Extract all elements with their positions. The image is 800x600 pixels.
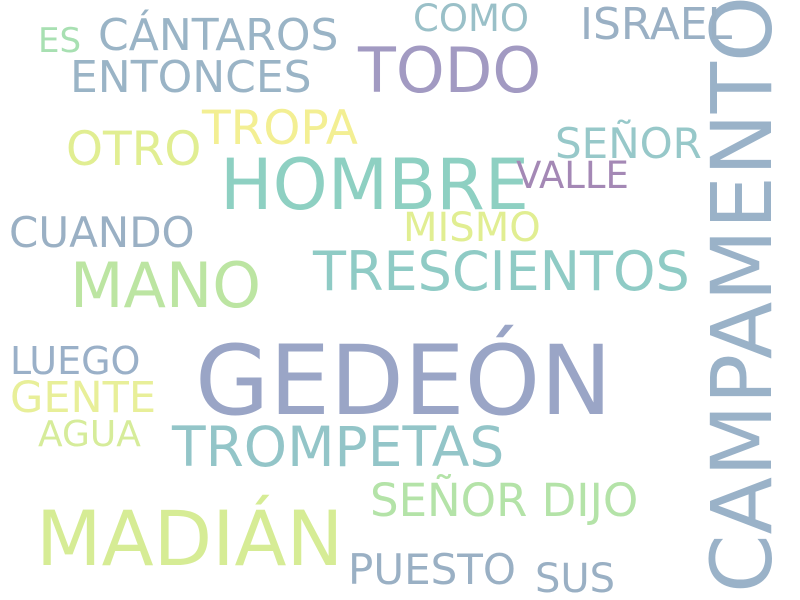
word-luego: LUEGO — [10, 339, 141, 383]
word-gedeon: GEDEÓN — [195, 325, 612, 437]
word-cantaros: CÁNTAROS — [98, 10, 339, 61]
word-hombre: HOMBRE — [220, 144, 530, 226]
word-israel: ISRAEL — [580, 0, 733, 50]
word-agua: AGUA — [38, 414, 141, 455]
word-sus: SUS — [535, 556, 616, 600]
word-gente: GENTE — [10, 373, 157, 423]
word-como: COMO — [413, 0, 530, 40]
word-cuando: CUANDO — [9, 208, 195, 257]
word-senor-dijo: SEÑOR DIJO — [370, 474, 639, 527]
word-es: ES — [38, 21, 82, 61]
word-mano: MANO — [70, 249, 262, 322]
word-madian: MADIÁN — [36, 494, 344, 583]
word-trompetas: TROMPETAS — [172, 415, 505, 479]
word-entonces: ENTONCES — [70, 52, 312, 103]
word-valle: VALLE — [516, 154, 629, 197]
word-otro: OTRO — [66, 122, 202, 177]
word-tropa: TROPA — [202, 101, 358, 156]
word-campamento: CAMPAMENTO — [693, 0, 791, 593]
word-mismo: MISMO — [403, 205, 541, 251]
word-puesto: PUESTO — [348, 545, 516, 594]
word-trescientos: TRESCIENTOS — [313, 240, 690, 303]
word-todo: TODO — [358, 34, 542, 107]
word-senor: SEÑOR — [555, 119, 702, 168]
